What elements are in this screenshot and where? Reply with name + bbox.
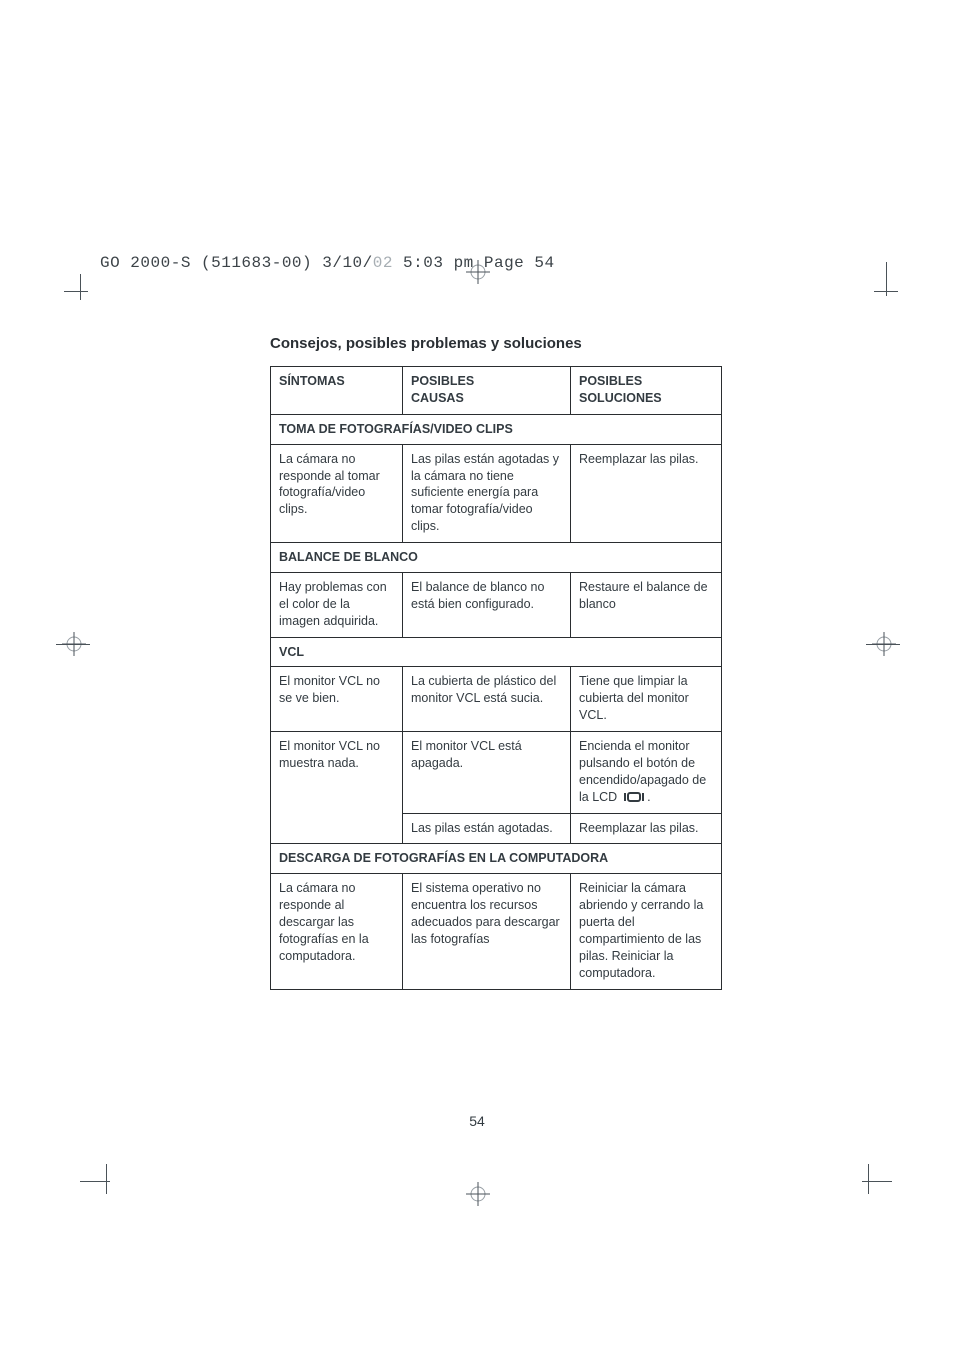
lcd-icon xyxy=(624,792,644,802)
header-sintomas: SÍNTOMAS xyxy=(271,367,403,415)
crop-mark xyxy=(868,1164,869,1194)
page-number: 54 xyxy=(0,1113,954,1129)
cell: El monitor VCL no se ve bien. xyxy=(271,667,403,732)
page-content: Consejos, posibles problemas y solucione… xyxy=(270,335,722,990)
registration-mark-top-icon xyxy=(466,260,490,284)
crop-mark xyxy=(874,291,898,292)
table-row: El monitor VCL no se ve bien. La cubiert… xyxy=(271,667,722,732)
cell: El monitor VCL no muestra nada. xyxy=(271,732,403,844)
table-row: Hay problemas con el color de la imagen … xyxy=(271,572,722,637)
crop-mark xyxy=(866,644,900,645)
section-balance: BALANCE DE BLANCO xyxy=(271,543,722,573)
registration-mark-bottom-icon xyxy=(466,1182,490,1206)
crop-mark xyxy=(64,291,88,292)
cell: El sistema operativo no encuentra los re… xyxy=(403,874,571,989)
cell: La cámara no responde al descargar las f… xyxy=(271,874,403,989)
page-title: Consejos, posibles problemas y solucione… xyxy=(270,335,722,352)
crop-mark xyxy=(80,1181,110,1182)
cell: Reemplazar las pilas. xyxy=(571,813,722,844)
table-row: La cámara no responde al tomar fotografí… xyxy=(271,444,722,542)
header-posibles-1: POSIBLES xyxy=(411,373,562,390)
cell: Reiniciar la cámara abriendo y cerrando … xyxy=(571,874,722,989)
crop-mark xyxy=(106,1164,107,1194)
table-row: El monitor VCL no muestra nada. El monit… xyxy=(271,732,722,814)
troubleshooting-table: SÍNTOMAS POSIBLES CAUSAS POSIBLES SOLUCI… xyxy=(270,366,722,990)
section-row: BALANCE DE BLANCO xyxy=(271,543,722,573)
header-causas: POSIBLES CAUSAS xyxy=(403,367,571,415)
cell: El balance de blanco no está bien config… xyxy=(403,572,571,637)
header-posibles-2: POSIBLES xyxy=(579,373,713,390)
section-row: VCL xyxy=(271,637,722,667)
section-row: DESCARGA DE FOTOGRAFÍAS EN LA COMPUTADOR… xyxy=(271,844,722,874)
header-soluciones-sub: SOLUCIONES xyxy=(579,390,713,407)
cell: El monitor VCL está apagada. xyxy=(403,732,571,814)
cell: La cámara no responde al tomar fotografí… xyxy=(271,444,403,542)
crop-mark xyxy=(80,274,81,300)
cell: Las pilas están agotadas. xyxy=(403,813,571,844)
header-soluciones: POSIBLES SOLUCIONES xyxy=(571,367,722,415)
section-vcl: VCL xyxy=(271,637,722,667)
table-row: La cámara no responde al descargar las f… xyxy=(271,874,722,989)
cell: Tiene que limpiar la cubierta del monito… xyxy=(571,667,722,732)
print-header-prefix: GO 2000-S (511683-00) 3/10/ xyxy=(100,254,373,272)
section-toma: TOMA DE FOTOGRAFÍAS/VIDEO CLIPS xyxy=(271,414,722,444)
cell: Restaure el balance de blanco xyxy=(571,572,722,637)
print-header-dim: 02 xyxy=(373,254,393,272)
crop-mark xyxy=(56,644,90,645)
header-causas-sub: CAUSAS xyxy=(411,390,562,407)
crop-mark xyxy=(862,1181,892,1182)
cell: La cubierta de plástico del monitor VCL … xyxy=(403,667,571,732)
cell-text-b: . xyxy=(644,790,651,804)
section-row: TOMA DE FOTOGRAFÍAS/VIDEO CLIPS xyxy=(271,414,722,444)
cell: Encienda el monitor pulsando el botón de… xyxy=(571,732,722,814)
section-descarga: DESCARGA DE FOTOGRAFÍAS EN LA COMPUTADOR… xyxy=(271,844,722,874)
cell: Reemplazar las pilas. xyxy=(571,444,722,542)
cell: Las pilas están agotadas y la cámara no … xyxy=(403,444,571,542)
table-header-row: SÍNTOMAS POSIBLES CAUSAS POSIBLES SOLUCI… xyxy=(271,367,722,415)
cell: Hay problemas con el color de la imagen … xyxy=(271,572,403,637)
